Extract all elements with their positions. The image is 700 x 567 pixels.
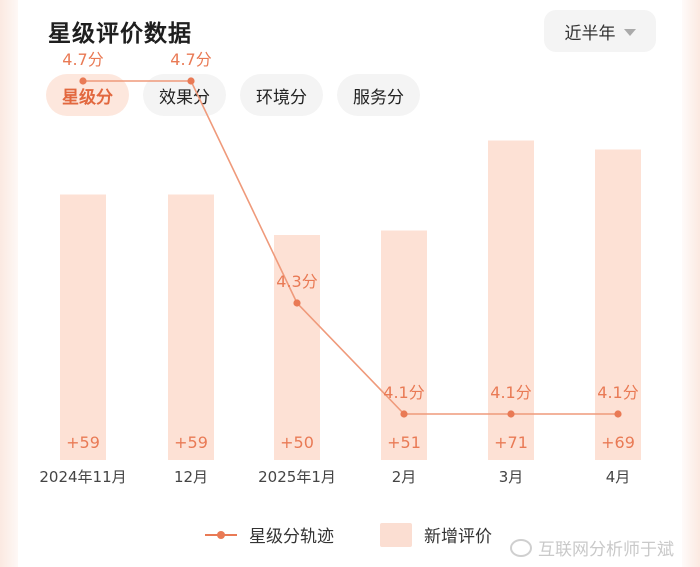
line-label-4: 4.1分: [490, 383, 531, 402]
line-label-1: 4.7分: [170, 50, 211, 69]
period-dropdown[interactable]: 近半年: [544, 10, 656, 52]
line-label-2: 4.3分: [276, 272, 317, 291]
line-point-5: [614, 410, 622, 418]
legend-line-label: 星级分轨迹: [249, 527, 334, 547]
x-tick-label-5: 4月: [606, 468, 631, 486]
bar-label-0: +59: [66, 433, 100, 452]
tab-label: 服务分: [353, 87, 404, 108]
x-tick-label-3: 2月: [392, 468, 417, 486]
legend-bar-label: 新增评价: [424, 527, 492, 547]
page-title: 星级评价数据: [48, 21, 192, 47]
bar-swatch-icon: [380, 522, 412, 547]
line-point-2: [293, 299, 301, 307]
x-tick-label-0: 2024年11月: [39, 468, 126, 486]
legend-item-bar: 新增评价: [380, 522, 492, 547]
bar-0: [60, 194, 106, 460]
bar-4: [488, 140, 534, 460]
score-tabs: 星级分 效果分 环境分 服务分: [46, 74, 420, 116]
line-marker-icon: [205, 530, 237, 539]
rating-chart: +59 +59 +50 +51 +71 +69 2024年11月 12月 2025年1月 2月 3月…: [39, 50, 641, 486]
bar-label-5: +69: [601, 433, 635, 452]
weibo-logo-icon: [510, 538, 532, 557]
x-tick-label-1: 12月: [174, 468, 208, 486]
line-label-3: 4.1分: [383, 383, 424, 402]
watermark-text: 互联网分析师于斌: [538, 540, 674, 560]
legend-item-line: 星级分轨迹: [205, 522, 334, 547]
chevron-down-icon: [623, 28, 636, 36]
star-score-line: [83, 80, 618, 415]
line-label-5: 4.1分: [597, 383, 638, 402]
bar-5: [595, 149, 641, 460]
bar-3: [381, 230, 427, 460]
bar-1: [168, 194, 214, 460]
line-point-4: [507, 410, 515, 418]
bar-label-1: +59: [174, 433, 208, 452]
watermark: 互联网分析师于斌: [510, 535, 674, 560]
x-tick-label-2: 2025年1月: [258, 468, 336, 486]
bar-label-4: +71: [494, 433, 528, 452]
chart-legend: 星级分轨迹 新增评价: [0, 520, 700, 554]
tab-label: 星级分: [62, 87, 113, 108]
line-point-1: [187, 77, 195, 85]
bar-label-3: +51: [387, 433, 421, 452]
tab-environment-score[interactable]: 环境分: [240, 74, 323, 116]
period-value: 近半年: [564, 23, 616, 44]
tab-label: 环境分: [256, 87, 307, 108]
bar-label-2: +50: [280, 433, 314, 452]
tab-service-score[interactable]: 服务分: [337, 74, 420, 116]
line-point-3: [400, 410, 408, 418]
line-point-0: [79, 77, 87, 85]
x-tick-label-4: 3月: [499, 468, 524, 486]
line-label-0: 4.7分: [62, 50, 103, 69]
